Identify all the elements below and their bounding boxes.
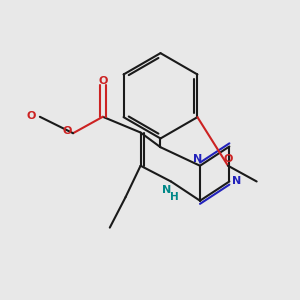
Text: O: O (26, 111, 36, 121)
Text: H: H (170, 192, 179, 202)
Text: N: N (232, 176, 242, 187)
Text: N: N (162, 185, 171, 195)
Text: O: O (62, 126, 71, 136)
Text: O: O (98, 76, 107, 86)
Text: N: N (193, 154, 202, 164)
Text: O: O (223, 154, 233, 164)
